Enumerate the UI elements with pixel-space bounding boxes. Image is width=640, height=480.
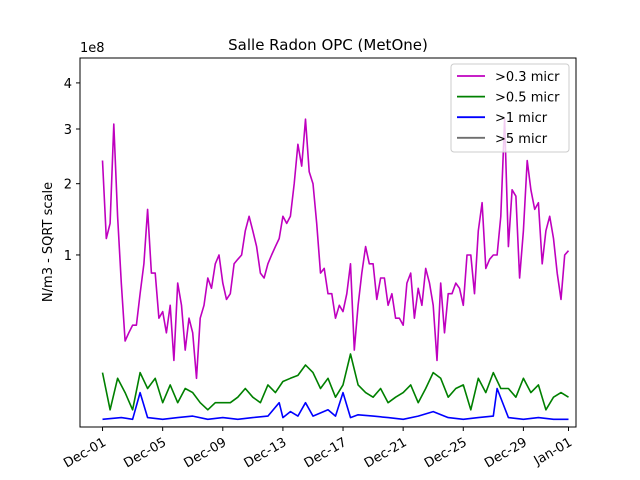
y-tick-label: 2 [64,178,72,193]
chart-title: Salle Radon OPC (MetOne) [228,36,428,54]
axes-frame [79,57,577,428]
y-tick-label: 4 [64,77,72,92]
legend-label: >5 micr [495,132,548,147]
legend-label: >1 micr [495,111,548,126]
legend-box [450,63,570,153]
plot-area [101,118,570,427]
y-tick-label: 1 [64,249,72,264]
y-axis-label: N/m3 - SQRT scale [41,182,56,302]
series-line-3 [102,387,569,421]
legend: >0.3 micr >0.5 micr >1 micr >5 micr [450,63,570,153]
y-tick-label: 3 [64,123,72,138]
legend-label: >0.5 micr [495,91,560,106]
series-line-2 [101,353,569,411]
y-offset-text: 1e8 [80,41,105,56]
series-line-1 [101,118,570,380]
legend-label: >0.3 micr [495,70,560,85]
